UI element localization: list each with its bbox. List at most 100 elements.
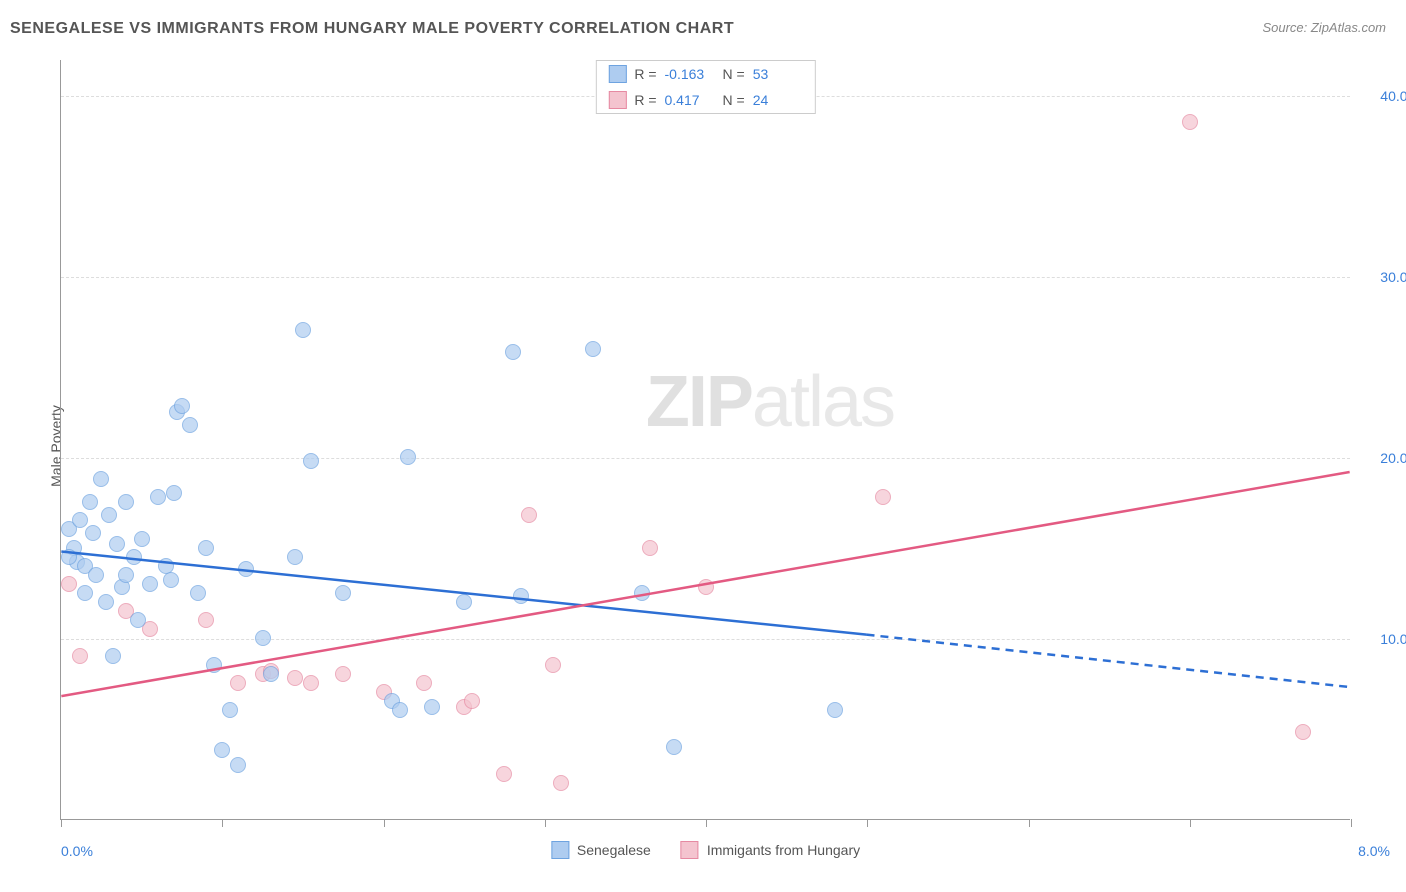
data-point-senegalese — [190, 585, 206, 601]
trend-line — [867, 635, 1350, 687]
data-point-senegalese — [287, 549, 303, 565]
swatch-senegalese-icon — [608, 65, 626, 83]
x-tick — [1029, 819, 1030, 827]
data-point-senegalese — [85, 525, 101, 541]
watermark-bold: ZIP — [646, 362, 752, 442]
r-label: R = — [634, 92, 656, 108]
data-point-hungary — [521, 507, 537, 523]
source-attribution: Source: ZipAtlas.com — [1262, 20, 1386, 35]
chart-container: SENEGALESE VS IMMIGRANTS FROM HUNGARY MA… — [0, 0, 1406, 892]
data-point-senegalese — [134, 531, 150, 547]
data-point-senegalese — [142, 576, 158, 592]
x-tick — [867, 819, 868, 827]
data-point-senegalese — [105, 648, 121, 664]
data-point-hungary — [642, 540, 658, 556]
n-label: N = — [723, 66, 745, 82]
data-point-senegalese — [303, 453, 319, 469]
data-point-senegalese — [666, 739, 682, 755]
data-point-senegalese — [230, 757, 246, 773]
data-point-senegalese — [182, 417, 198, 433]
r-value-hungary: 0.417 — [665, 92, 715, 108]
data-point-senegalese — [166, 485, 182, 501]
data-point-senegalese — [98, 594, 114, 610]
data-point-senegalese — [513, 588, 529, 604]
n-value-hungary: 24 — [753, 92, 803, 108]
x-tick-label-left: 0.0% — [61, 843, 93, 859]
data-point-senegalese — [295, 322, 311, 338]
data-point-senegalese — [585, 341, 601, 357]
data-point-hungary — [230, 675, 246, 691]
data-point-senegalese — [118, 494, 134, 510]
data-point-senegalese — [77, 585, 93, 601]
data-point-hungary — [198, 612, 214, 628]
x-tick — [545, 819, 546, 827]
data-point-hungary — [875, 489, 891, 505]
chart-title: SENEGALESE VS IMMIGRANTS FROM HUNGARY MA… — [10, 20, 734, 38]
data-point-hungary — [545, 657, 561, 673]
data-point-hungary — [335, 666, 351, 682]
data-point-hungary — [303, 675, 319, 691]
legend-label-senegalese: Senegalese — [577, 842, 651, 858]
swatch-hungary-icon — [681, 841, 699, 859]
x-tick — [1351, 819, 1352, 827]
data-point-senegalese — [72, 512, 88, 528]
data-point-senegalese — [400, 449, 416, 465]
data-point-senegalese — [238, 561, 254, 577]
r-value-senegalese: -0.163 — [665, 66, 715, 82]
plot-area: ZIPatlas R = -0.163 N = 53 R = 0.417 N =… — [60, 60, 1350, 820]
data-point-senegalese — [174, 398, 190, 414]
data-point-senegalese — [61, 549, 77, 565]
n-value-senegalese: 53 — [753, 66, 803, 82]
data-point-senegalese — [456, 594, 472, 610]
data-point-senegalese — [335, 585, 351, 601]
data-point-senegalese — [150, 489, 166, 505]
correlation-legend: R = -0.163 N = 53 R = 0.417 N = 24 — [595, 60, 815, 114]
correlation-row-senegalese: R = -0.163 N = 53 — [596, 61, 814, 87]
series-legend: Senegalese Immigants from Hungary — [551, 841, 860, 859]
correlation-row-hungary: R = 0.417 N = 24 — [596, 87, 814, 113]
data-point-senegalese — [130, 612, 146, 628]
watermark-light: atlas — [752, 362, 894, 442]
data-point-hungary — [287, 670, 303, 686]
data-point-senegalese — [222, 702, 238, 718]
data-point-hungary — [464, 693, 480, 709]
data-point-senegalese — [163, 572, 179, 588]
swatch-hungary-icon — [608, 91, 626, 109]
data-point-senegalese — [214, 742, 230, 758]
data-point-senegalese — [109, 536, 125, 552]
data-point-hungary — [1295, 724, 1311, 740]
data-point-senegalese — [118, 567, 134, 583]
legend-item-hungary: Immigants from Hungary — [681, 841, 860, 859]
y-tick-label: 10.0% — [1360, 631, 1406, 647]
data-point-senegalese — [255, 630, 271, 646]
data-point-senegalese — [82, 494, 98, 510]
x-tick-label-right: 8.0% — [1358, 843, 1390, 859]
gridline — [61, 458, 1350, 459]
data-point-hungary — [698, 579, 714, 595]
data-point-hungary — [553, 775, 569, 791]
trend-lines-layer — [61, 60, 1350, 819]
data-point-senegalese — [198, 540, 214, 556]
data-point-hungary — [416, 675, 432, 691]
data-point-hungary — [1182, 114, 1198, 130]
data-point-hungary — [496, 766, 512, 782]
data-point-senegalese — [93, 471, 109, 487]
data-point-senegalese — [263, 666, 279, 682]
data-point-senegalese — [392, 702, 408, 718]
x-tick — [1190, 819, 1191, 827]
legend-item-senegalese: Senegalese — [551, 841, 651, 859]
data-point-senegalese — [634, 585, 650, 601]
data-point-senegalese — [505, 344, 521, 360]
x-tick — [384, 819, 385, 827]
swatch-senegalese-icon — [551, 841, 569, 859]
data-point-senegalese — [827, 702, 843, 718]
y-tick-label: 20.0% — [1360, 450, 1406, 466]
data-point-senegalese — [424, 699, 440, 715]
y-tick-label: 30.0% — [1360, 269, 1406, 285]
data-point-hungary — [61, 576, 77, 592]
watermark: ZIPatlas — [646, 361, 894, 443]
data-point-senegalese — [206, 657, 222, 673]
x-tick — [222, 819, 223, 827]
x-tick — [706, 819, 707, 827]
data-point-senegalese — [101, 507, 117, 523]
